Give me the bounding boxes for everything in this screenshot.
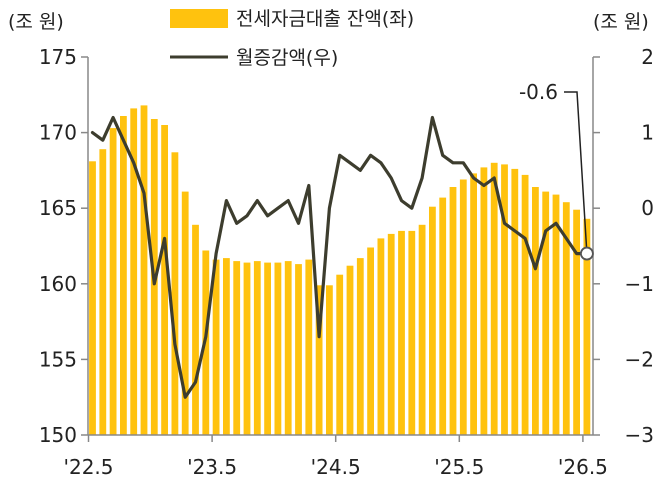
bar bbox=[326, 285, 333, 435]
bar bbox=[573, 209, 580, 435]
bar bbox=[130, 108, 138, 436]
left-tick-label: 165 bbox=[39, 196, 77, 220]
right-tick-label: 1 bbox=[641, 121, 654, 145]
left-tick-label: 150 bbox=[39, 423, 77, 447]
bar bbox=[480, 167, 488, 435]
bar bbox=[490, 162, 498, 436]
bar bbox=[171, 152, 179, 436]
bar bbox=[89, 161, 96, 436]
bar bbox=[161, 125, 168, 435]
bar bbox=[470, 173, 477, 435]
bar bbox=[181, 191, 189, 435]
x-tick-label: '24.5 bbox=[311, 455, 361, 479]
right-tick-label: −2 bbox=[625, 347, 654, 371]
right-tick-label: 0 bbox=[641, 196, 654, 220]
bar-series bbox=[89, 105, 591, 436]
legend-bar-swatch bbox=[170, 9, 228, 28]
right-tick-label: −1 bbox=[625, 272, 654, 296]
bar bbox=[387, 233, 395, 435]
legend-line-label: 월증감액(우) bbox=[236, 47, 338, 69]
bar bbox=[243, 262, 251, 435]
plot-area: 150 155 160 165 170 175 −3 −2 −1 0 1 2 '22.5 '23.5 '24… bbox=[39, 45, 654, 479]
bar bbox=[552, 194, 560, 435]
bar bbox=[315, 285, 323, 435]
x-tick-label: '26.5 bbox=[558, 455, 608, 479]
x-tick-label: '23.5 bbox=[187, 455, 237, 479]
bar bbox=[377, 238, 385, 435]
right-axis-unit: (조 원) bbox=[593, 11, 649, 33]
bar bbox=[511, 168, 519, 435]
left-tick-label: 175 bbox=[39, 45, 77, 69]
bar bbox=[274, 262, 282, 435]
bar bbox=[429, 206, 436, 435]
bar bbox=[223, 258, 230, 435]
bar bbox=[253, 261, 261, 435]
last-point-marker bbox=[580, 246, 594, 261]
bar bbox=[233, 261, 241, 435]
bar bbox=[542, 191, 550, 435]
bar bbox=[562, 202, 570, 435]
bar bbox=[305, 259, 313, 435]
annotation-leader bbox=[564, 91, 588, 254]
bar bbox=[367, 247, 374, 435]
bar bbox=[264, 262, 271, 435]
x-tick-label: '25.5 bbox=[434, 455, 484, 479]
left-tick-label: 160 bbox=[39, 272, 77, 296]
left-tick-label: 170 bbox=[39, 121, 77, 145]
right-tick-label: −3 bbox=[625, 423, 654, 447]
annotation-label: -0.6 bbox=[519, 80, 558, 104]
bar bbox=[583, 218, 591, 435]
bar bbox=[439, 197, 447, 435]
bar bbox=[212, 259, 220, 435]
bar bbox=[192, 224, 199, 435]
bar bbox=[356, 258, 364, 435]
line-series bbox=[90, 115, 589, 399]
bar bbox=[336, 274, 344, 435]
left-axis-unit: (조 원) bbox=[8, 11, 64, 33]
bar bbox=[346, 265, 354, 435]
bar bbox=[449, 187, 457, 435]
bar bbox=[532, 187, 539, 435]
bar bbox=[140, 105, 148, 436]
bar bbox=[295, 264, 302, 435]
bar bbox=[418, 224, 426, 435]
left-tick-label: 155 bbox=[39, 347, 77, 371]
bar bbox=[501, 164, 508, 435]
bar bbox=[398, 230, 405, 435]
legend-bar-label: 전세자금대출 잔액(좌) bbox=[236, 8, 414, 30]
bar bbox=[109, 128, 117, 435]
bar bbox=[408, 230, 416, 435]
bar bbox=[284, 261, 292, 435]
right-tick-label: 2 bbox=[641, 45, 654, 69]
legend: 전세자금대출 잔액(좌) 월증감액(우) bbox=[170, 8, 414, 69]
bar bbox=[120, 116, 127, 435]
x-tick-label: '22.5 bbox=[63, 455, 113, 479]
bar bbox=[99, 149, 107, 435]
bar bbox=[521, 174, 529, 435]
bar bbox=[459, 179, 467, 435]
